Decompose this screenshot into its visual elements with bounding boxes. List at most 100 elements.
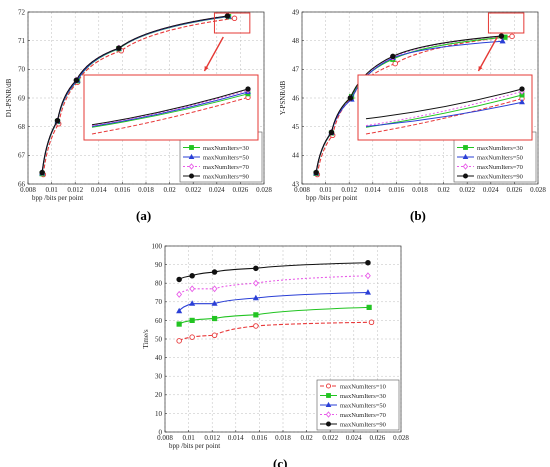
inset-series-line (91, 93, 249, 128)
data-point (252, 279, 259, 287)
y-tick-label: 46 (292, 94, 300, 102)
x-tick-label: 0.008 (20, 186, 36, 194)
legend-label: maxNumIters=30 (340, 393, 386, 400)
legend: maxNumIters=10 maxNumIters=30 maxNumIters=… (316, 379, 400, 431)
legend-marker (188, 153, 195, 159)
data-point (189, 300, 196, 306)
y-tick-label: 44 (292, 152, 300, 160)
legend-marker (463, 145, 468, 150)
data-point (365, 259, 371, 266)
x-tick-label: 0.014 (228, 434, 244, 442)
x-tick-label: 0.022 (185, 186, 201, 194)
y-tick-label: 100 (152, 242, 163, 250)
y-tick-label: 30 (155, 373, 163, 381)
legend-label: maxNumIters=50 (477, 154, 523, 161)
series-line (41, 15, 228, 173)
x-tick-label: 0.016 (115, 186, 131, 194)
inset-data-point (519, 98, 525, 105)
panel-label: (a) (136, 208, 151, 223)
y-tick-label: 0 (159, 428, 163, 436)
y-tick-label: 50 (155, 335, 163, 343)
legend-marker (188, 173, 195, 179)
legend-marker (325, 411, 332, 418)
x-tick-label: 0.018 (412, 186, 428, 194)
y-tick-label: 45 (292, 123, 300, 131)
inset-series-line (91, 91, 249, 127)
data-point (39, 169, 45, 176)
zoom-inset (83, 12, 259, 141)
data-point (499, 37, 506, 44)
x-tick-label: 0.024 (209, 186, 225, 194)
series-5 (313, 33, 505, 176)
x-tick-label: 0.016 (389, 186, 405, 194)
chart-panel-c: 0.008 0.01 0.012 0.014 0.016 0.018 0.02 0.022 0.… (142, 242, 409, 467)
panel-label: (b) (410, 208, 426, 223)
data-point (189, 273, 195, 279)
x-tick-label: 0.026 (370, 434, 386, 442)
zoom-arrow (203, 36, 224, 72)
legend-label: maxNumIters=70 (203, 164, 249, 171)
series-line (178, 262, 368, 280)
zoom-region (487, 12, 525, 34)
data-point (253, 265, 259, 272)
data-point (231, 15, 238, 22)
data-point (253, 323, 259, 329)
x-tick-label: 0.016 (252, 434, 268, 442)
y-tick-label: 48 (292, 37, 300, 45)
zoom-arrow-head (204, 66, 209, 71)
legend-marker (462, 173, 469, 179)
x-tick-label: 0.028 (393, 434, 409, 442)
y-axis-label: Time/s (142, 329, 150, 348)
x-tick-label: 0.012 (67, 186, 83, 194)
x-axis-label: bpp /bits per point (169, 442, 220, 450)
x-tick-label: 0.026 (507, 186, 523, 194)
legend-marker (326, 393, 331, 398)
y-tick-label: 80 (155, 280, 163, 288)
data-point (211, 300, 218, 306)
y-tick-label: 10 (155, 410, 163, 418)
legend-label: maxNumIters=90 (203, 173, 249, 180)
zoom-arrow-head (478, 66, 483, 71)
inset-data-point (519, 86, 525, 92)
inset-series-line (365, 98, 523, 135)
data-point (211, 332, 218, 339)
data-point (54, 117, 61, 124)
data-point (368, 319, 375, 326)
chart-panel-b: 0.008 0.01 0.012 0.014 0.016 0.018 0.02 0.022 0.… (279, 8, 546, 223)
legend-label: maxNumIters=50 (203, 154, 249, 161)
series-line (178, 321, 372, 342)
y-tick-label: 66 (18, 180, 26, 188)
x-tick-label: 0.014 (365, 186, 381, 194)
y-tick-label: 71 (18, 37, 26, 45)
x-tick-label: 0.028 (530, 186, 546, 194)
data-point (189, 317, 195, 324)
x-tick-label: 0.026 (233, 186, 249, 194)
legend-label: maxNumIters=90 (340, 421, 386, 428)
data-point (211, 315, 218, 322)
data-point (176, 290, 183, 298)
data-point (211, 285, 218, 293)
y-tick-label: 47 (292, 66, 300, 74)
x-tick-label: 0.02 (437, 186, 450, 194)
series-line (178, 306, 370, 325)
x-tick-label: 0.024 (483, 186, 499, 194)
x-tick-label: 0.012 (204, 434, 220, 442)
y-axis-label: D1-PSNR/dB (5, 78, 13, 117)
legend-marker (188, 163, 195, 170)
legend-marker (325, 401, 332, 407)
data-point (365, 272, 371, 280)
inset-series-line (91, 89, 249, 127)
x-tick-label: 0.02 (300, 434, 313, 442)
zoom-region (213, 12, 251, 34)
y-tick-label: 68 (18, 123, 26, 131)
legend-label: maxNumIters=70 (340, 412, 386, 419)
zoom-arrow (477, 36, 498, 72)
x-tick-label: 0.008 (157, 434, 173, 442)
y-tick-label: 67 (18, 152, 26, 160)
y-tick-label: 40 (155, 354, 163, 362)
x-axis-label: bpp /bits per point (306, 194, 357, 202)
data-point (211, 269, 218, 275)
x-tick-label: 0.008 (294, 186, 310, 194)
series-5 (39, 13, 231, 176)
